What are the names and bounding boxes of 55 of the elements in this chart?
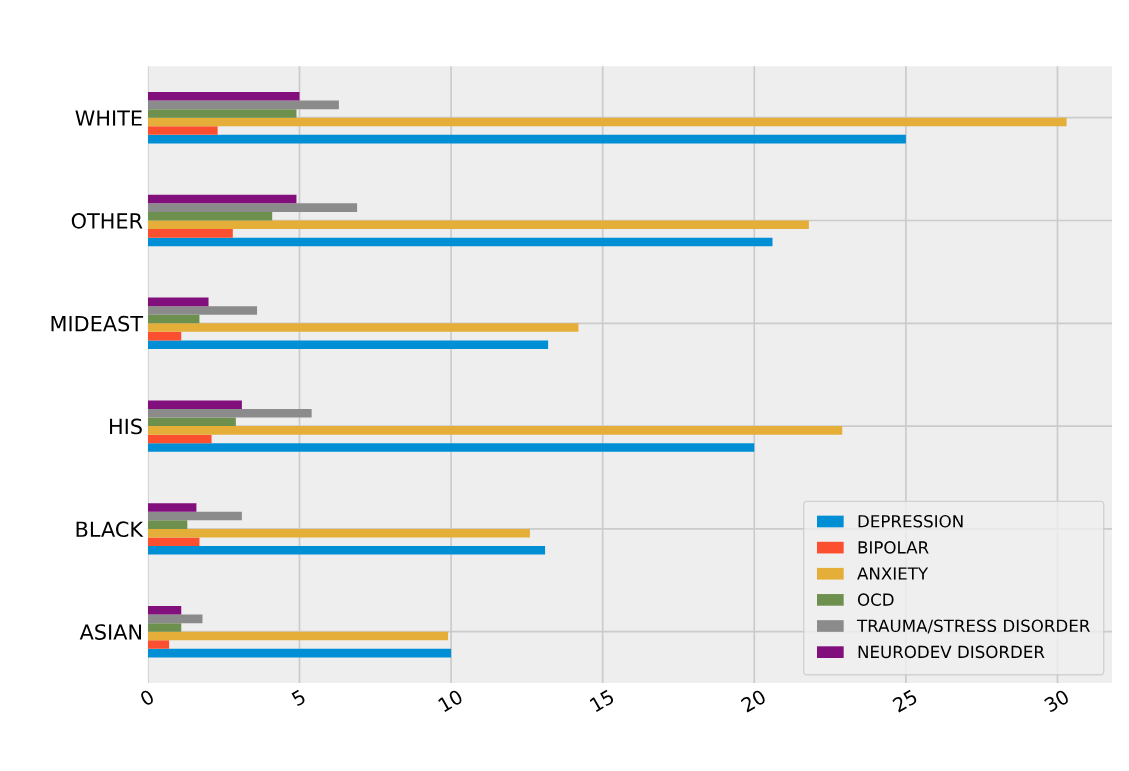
x-tick-label: 25: [891, 689, 918, 713]
bar: [147, 109, 297, 118]
bar: [147, 426, 843, 435]
bar: [147, 306, 258, 315]
bar: [147, 229, 233, 238]
x-tick-label: 15: [589, 689, 615, 713]
bar: [147, 117, 1067, 127]
bar: [147, 503, 197, 512]
bar: [147, 340, 549, 350]
bar: [147, 92, 300, 101]
bar: [147, 100, 339, 110]
bar: [147, 134, 906, 144]
y-tick-label: ASIAN: [79, 624, 141, 640]
legend-label: NEURODEV DISORDER: [858, 645, 1045, 659]
x-tick-label: 5: [291, 689, 307, 707]
y-tick-label: HIS: [110, 418, 142, 435]
y-tick-label: OTHER: [71, 212, 143, 229]
bar: [147, 331, 182, 341]
bar: [147, 606, 182, 615]
bar: [147, 511, 242, 521]
bar: [147, 640, 170, 649]
bar: [147, 408, 312, 418]
bar: [147, 537, 200, 547]
bar: [147, 400, 242, 409]
legend-label: BIPOLAR: [858, 541, 929, 554]
legend-label: DEPRESSION: [858, 514, 963, 528]
bar: [147, 443, 755, 452]
x-tick-label: 10: [437, 688, 464, 713]
y-tick-label: MIDEAST: [51, 315, 144, 332]
bar: [147, 623, 182, 632]
bar: [147, 546, 546, 555]
bar: [147, 434, 212, 444]
legend-label: ANXIETY: [857, 567, 929, 580]
bar: [147, 528, 530, 538]
y-tick-label: BLACK: [76, 521, 144, 538]
bar: [147, 211, 273, 221]
legend-label: TRAUMA/STRESS DISORDER: [856, 619, 1090, 634]
bar: [147, 203, 358, 212]
bar: [147, 126, 218, 135]
bar: [147, 323, 579, 332]
bar: [147, 520, 188, 529]
bar: [147, 417, 236, 427]
x-tick-label: 0: [139, 688, 155, 707]
y-tick-label: WHITE: [75, 110, 142, 126]
bar: [147, 297, 209, 307]
x-tick-label: 20: [740, 688, 767, 713]
bar: [147, 314, 200, 324]
bar: [147, 648, 452, 658]
bar: [147, 194, 297, 204]
legend-label: OCD: [857, 593, 894, 606]
bar: [147, 614, 203, 624]
bar: [147, 631, 449, 641]
x-tick-label: 30: [1043, 688, 1070, 713]
bar: [147, 220, 809, 230]
bar: [147, 237, 773, 247]
